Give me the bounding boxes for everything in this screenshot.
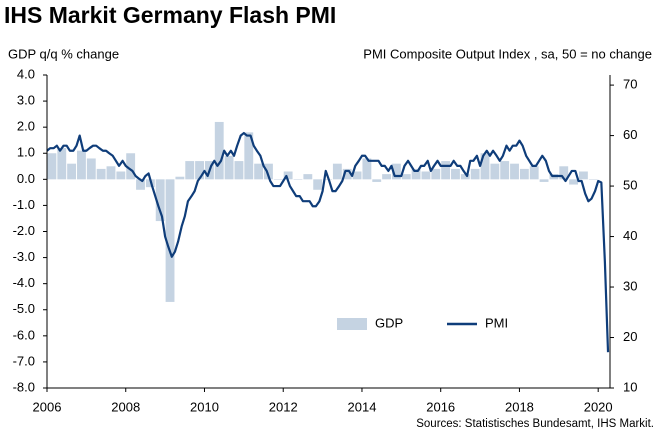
gdp-bar <box>460 174 470 180</box>
y-tick-label: -7.0 <box>13 353 35 368</box>
y2-tick-label: 20 <box>623 329 637 344</box>
y-tick-label: 3.0 <box>17 93 35 108</box>
legend-label: PMI <box>485 315 508 330</box>
gdp-bar <box>431 168 441 180</box>
x-tick-label: 2012 <box>269 399 298 414</box>
gdp-bar <box>490 163 500 180</box>
source-note: Sources: Statistisches Bundesamt, IHS Ma… <box>416 418 654 430</box>
y-tick-label: -4.0 <box>13 275 35 290</box>
gdp-bar <box>185 161 195 180</box>
gdp-bar <box>313 179 323 190</box>
gdp-bar <box>303 174 313 180</box>
gdp-bar <box>224 155 234 180</box>
gdp-bar <box>510 163 519 180</box>
gdp-bar <box>529 166 539 180</box>
y-tick-label: -5.0 <box>13 301 35 316</box>
gdp-bar <box>500 161 510 180</box>
y2-tick-label: 50 <box>623 178 637 193</box>
y-tick-label: -1.0 <box>13 197 35 212</box>
y-tick-label: 1.0 <box>17 145 35 160</box>
gdp-bar <box>342 168 352 180</box>
gdp-bar <box>382 174 392 180</box>
gdp-bar <box>588 179 598 180</box>
x-tick-label: 2010 <box>190 399 219 414</box>
gdp-bar <box>411 168 421 180</box>
legend-swatch <box>337 318 367 330</box>
y2-tick-label: 10 <box>623 379 637 394</box>
gdp-bar <box>116 171 126 180</box>
gdp-bar <box>126 153 136 180</box>
gdp-bar <box>480 153 490 180</box>
y2-axis-label: PMI Composite Output Index , sa, 50 = no… <box>363 46 652 61</box>
y-tick-label: 0.0 <box>17 171 35 186</box>
y-axis-label: GDP q/q % change <box>8 46 119 61</box>
gdp-bar <box>106 166 116 180</box>
gdp-bar <box>352 171 362 180</box>
gdp-bar <box>569 179 579 185</box>
gdp-bar <box>293 179 303 180</box>
x-tick-label: 2016 <box>426 399 455 414</box>
gdp-bar <box>254 163 264 180</box>
gdp-bar <box>96 168 106 180</box>
gdp-bar <box>323 179 332 180</box>
gdp-bar <box>451 168 460 180</box>
gdp-bar <box>421 171 431 180</box>
gdp-bar <box>539 179 549 182</box>
gdp-bar <box>401 174 411 180</box>
y2-tick-label: 30 <box>623 278 637 293</box>
gdp-bar <box>175 176 185 180</box>
gdp-bar <box>578 171 588 180</box>
y2-tick-label: 70 <box>623 77 637 92</box>
gdp-bar <box>273 179 283 180</box>
x-tick-label: 2014 <box>348 399 377 414</box>
gdp-bar <box>77 150 86 180</box>
legend-label: GDP <box>375 315 403 330</box>
y2-tick-label: 60 <box>623 127 637 142</box>
gdp-bar <box>155 179 165 222</box>
x-tick-label: 2020 <box>584 399 613 414</box>
x-tick-label: 2018 <box>505 399 534 414</box>
gdp-bar <box>244 132 254 180</box>
gdp-bar <box>264 163 273 180</box>
gdp-bar <box>47 153 57 180</box>
y2-tick-label: 40 <box>623 228 637 243</box>
gdp-bar <box>165 179 175 302</box>
gdp-bar <box>67 163 77 180</box>
gdp-bar <box>391 163 401 180</box>
y-tick-label: 2.0 <box>17 119 35 134</box>
gdp-bar <box>519 168 529 180</box>
y-tick-label: 4.0 <box>17 66 35 81</box>
gdp-bar <box>195 161 204 180</box>
x-tick-label: 2006 <box>33 399 62 414</box>
chart-title: IHS Markit Germany Flash PMI <box>4 2 336 28</box>
pmi-line <box>46 131 610 353</box>
gdp-bar <box>86 158 96 180</box>
y-tick-label: -3.0 <box>13 249 35 264</box>
gdp-bar <box>559 166 569 180</box>
y-tick-label: -8.0 <box>13 379 35 394</box>
y-tick-label: -6.0 <box>13 327 35 342</box>
gdp-bar <box>332 163 342 180</box>
gdp-bar <box>136 179 145 190</box>
gdp-bar <box>283 171 293 180</box>
x-tick-label: 2008 <box>111 399 140 414</box>
gdp-bar <box>214 121 224 180</box>
gdp-bar <box>372 179 382 182</box>
gdp-bar <box>362 158 372 180</box>
y-tick-label: -2.0 <box>13 223 35 238</box>
gdp-bar <box>441 161 451 180</box>
gdp-bar <box>234 161 244 180</box>
gdp-bar <box>57 148 67 180</box>
gdp-bar <box>470 168 480 180</box>
